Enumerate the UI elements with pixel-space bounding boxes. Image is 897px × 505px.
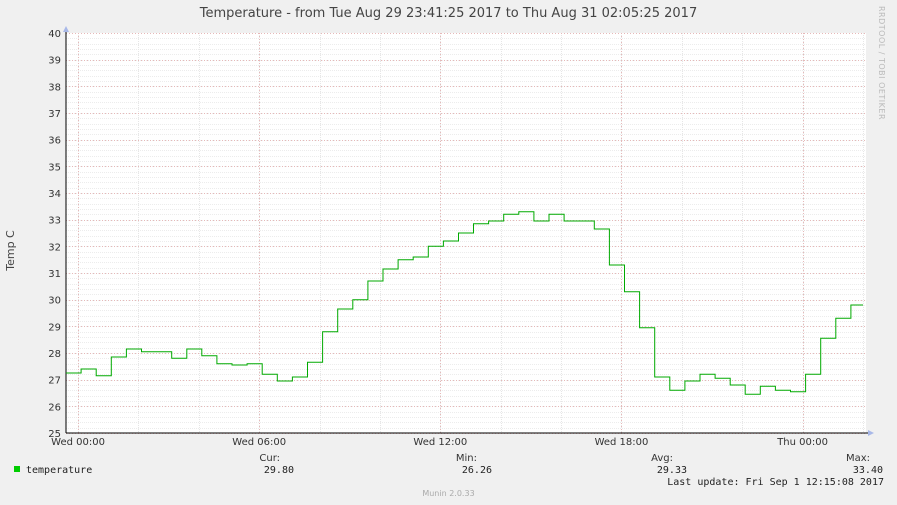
legend-header-cur: Cur: <box>259 453 280 464</box>
y-tick-label: 28 <box>48 349 61 360</box>
y-tick-label: 30 <box>48 296 61 307</box>
last-update: Last update: Fri Sep 1 12:15:08 2017 <box>667 477 884 488</box>
y-tick-label: 25 <box>48 429 61 440</box>
x-tick-label: Thu 00:00 <box>776 437 828 448</box>
legend-value-max: 33.40 <box>852 465 883 476</box>
legend-series-name: temperature <box>26 465 93 476</box>
series-line-temperature <box>66 211 863 395</box>
y-tick-label: 33 <box>48 216 61 227</box>
x-axis-arrow <box>868 430 874 436</box>
legend-swatch-temperature <box>14 466 20 472</box>
chart-title: Temperature - from Tue Aug 29 23:41:25 2… <box>199 6 698 21</box>
legend-header-min: Min: <box>455 453 477 464</box>
y-tick-label: 40 <box>48 29 61 40</box>
x-tick-labels: Wed 00:00 Wed 06:00 Wed 12:00 Wed 18:00 Thu … <box>51 437 828 448</box>
y-tick-label: 34 <box>48 189 61 200</box>
legend-value-avg: 29.33 <box>656 465 687 476</box>
y-tick-label: 35 <box>48 162 61 173</box>
y-tick-label: 32 <box>48 242 61 253</box>
axes <box>63 26 874 436</box>
x-tick-label: Wed 00:00 <box>51 437 105 448</box>
rrdtool-credit: RRDTOOL / TOBI OETIKER <box>877 6 886 121</box>
x-tick-label: Wed 06:00 <box>232 437 286 448</box>
y-tick-label: 37 <box>48 109 61 120</box>
y-tick-label: 29 <box>48 322 61 333</box>
y-tick-label: 27 <box>48 376 61 387</box>
y-tick-label: 38 <box>48 82 61 93</box>
legend-header-max: Max: <box>845 453 870 464</box>
y-axis-arrow <box>63 26 69 32</box>
munin-version: Munin 2.0.33 <box>422 489 475 498</box>
legend-value-cur: 29.80 <box>263 465 294 476</box>
legend-header-avg: Avg: <box>651 453 673 464</box>
x-tick-label: Wed 12:00 <box>413 437 467 448</box>
legend-value-min: 26.26 <box>461 465 492 476</box>
x-tick-label: Wed 18:00 <box>595 437 649 448</box>
y-tick-label: 31 <box>48 269 61 280</box>
y-tick-label: 39 <box>48 56 61 67</box>
y-tick-label: 26 <box>48 402 61 413</box>
y-tick-labels: 25 26 27 28 29 30 31 32 33 34 35 36 37 38 39 40 <box>48 29 61 440</box>
y-tick-label: 36 <box>48 136 61 147</box>
